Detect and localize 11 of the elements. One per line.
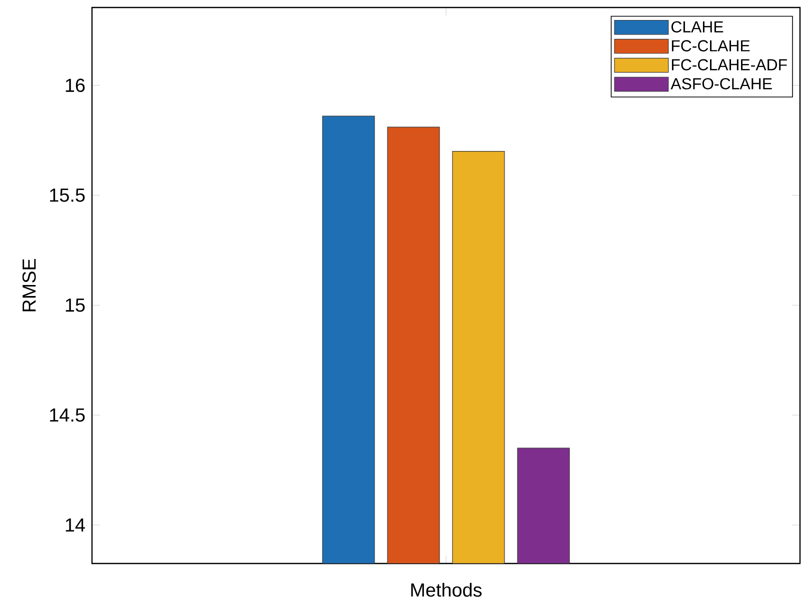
y-tick-label: 14 — [66, 518, 85, 532]
x-axis-title: Methods — [411, 582, 482, 597]
legend-label: FC-CLAHE-ADF — [672, 59, 787, 70]
y-tick-label: 15 — [66, 298, 85, 312]
y-tick-label: 16 — [66, 78, 85, 92]
y-axis-title: RMSE — [22, 258, 36, 312]
legend-label: FC-CLAHE — [672, 40, 750, 52]
legend-label: CLAHE — [671, 21, 724, 32]
y-tick-label: 15.5 — [50, 188, 85, 202]
legend-label: ASFO-CLAHE — [670, 78, 772, 90]
y-tick-label: 14.5 — [50, 408, 85, 422]
